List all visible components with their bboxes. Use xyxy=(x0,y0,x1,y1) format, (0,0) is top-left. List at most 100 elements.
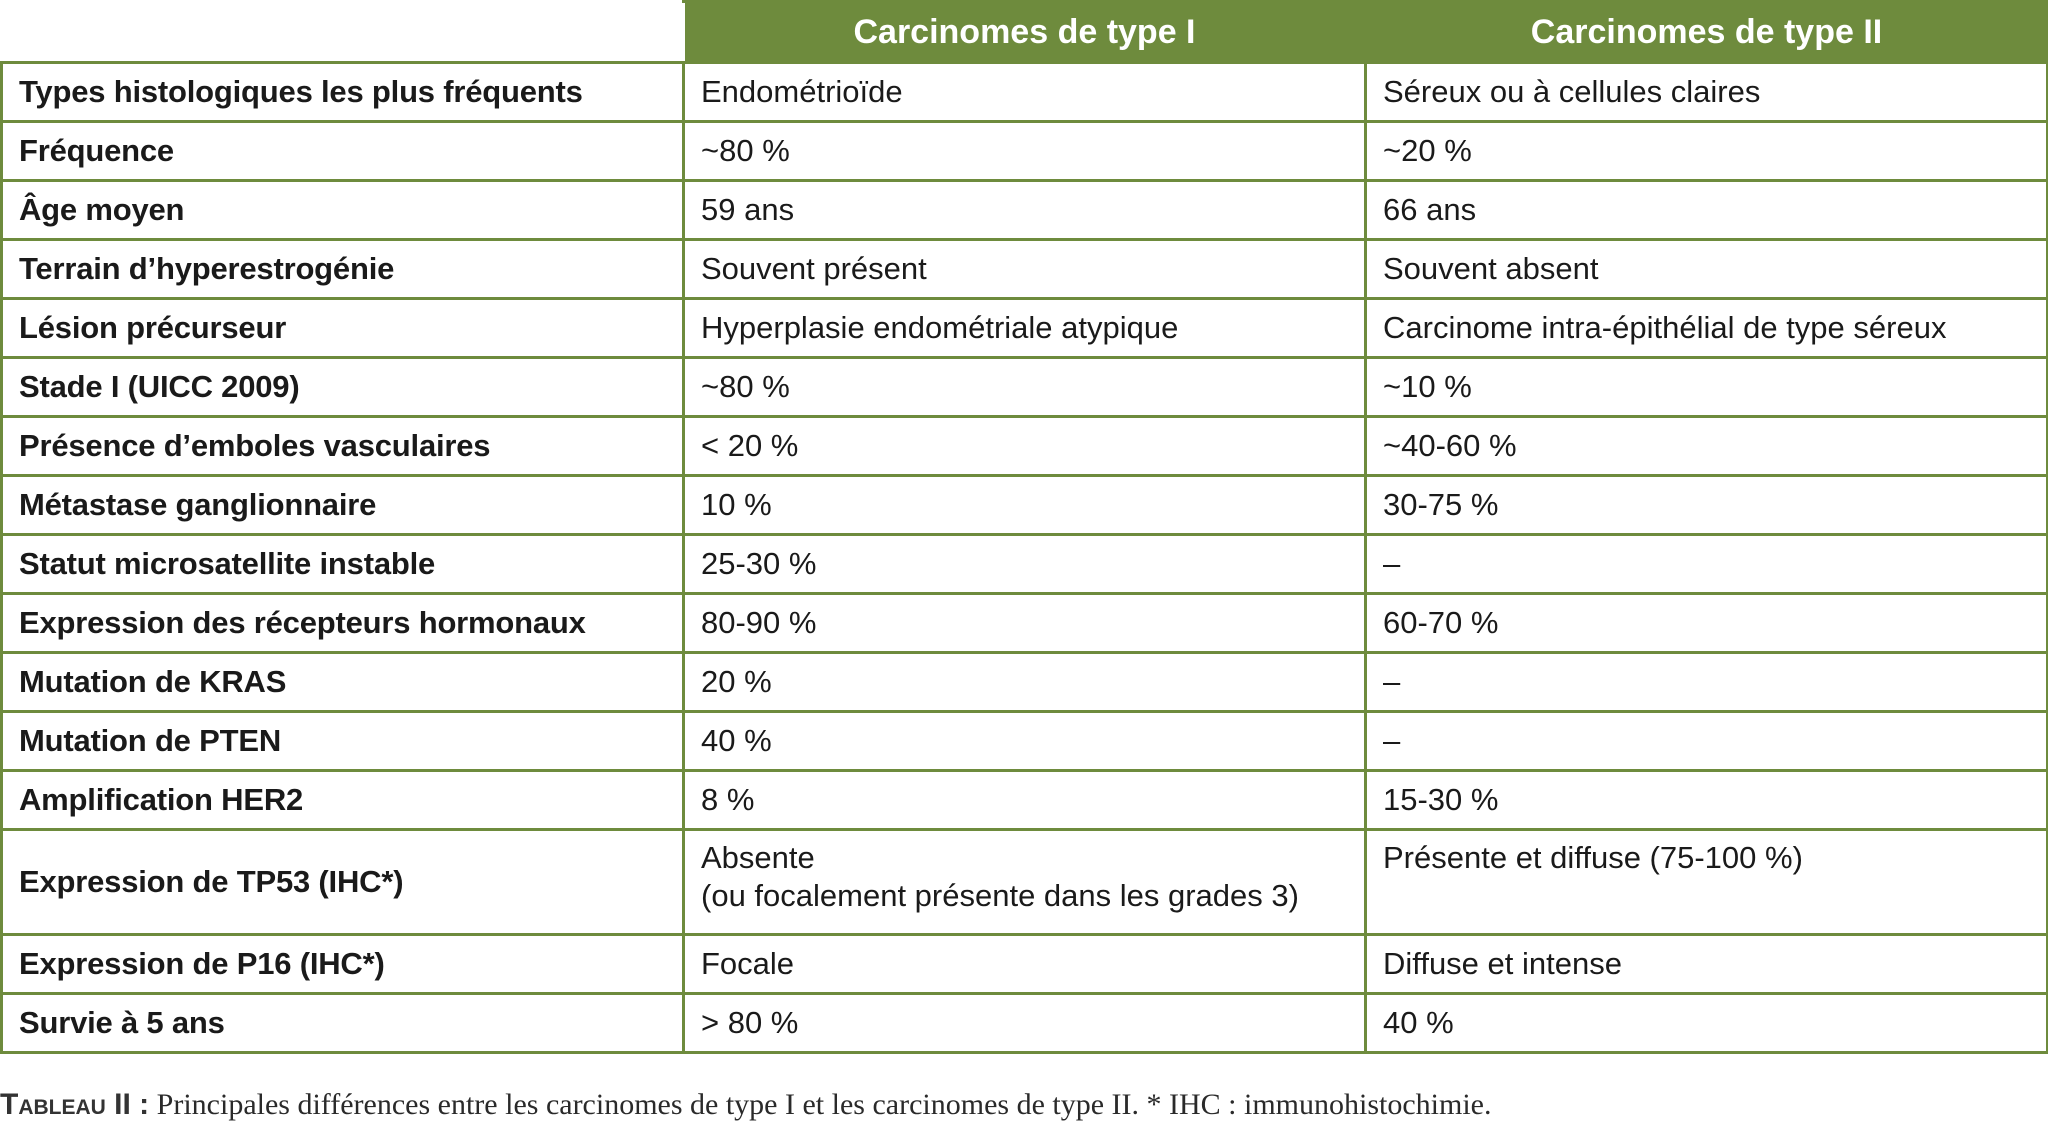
cell-text: Séreux ou à cellules claires xyxy=(1383,74,1761,109)
table-row: Amplification HER2 8 % 15-30 % xyxy=(0,769,2048,831)
row-label: Âge moyen xyxy=(0,179,685,241)
header-type-2: Carcinomes de type II xyxy=(1364,0,2048,64)
cell-text: Absente xyxy=(701,840,815,875)
cell-text: Présence d’emboles vasculaires xyxy=(19,428,491,463)
cell-text: < 20 % xyxy=(701,428,799,463)
cell-text: 40 % xyxy=(1383,1005,1454,1040)
cell-text: Types histologiques les plus fréquents xyxy=(19,74,583,109)
cell-type-2: 60-70 % xyxy=(1364,592,2048,654)
cell-text: Carcinome intra-épithélial de type séreu… xyxy=(1383,310,1947,345)
cell-text: Souvent absent xyxy=(1383,251,1599,286)
row-label: Stade I (UICC 2009) xyxy=(0,356,685,418)
row-label: Expression de TP53 (IHC*) xyxy=(0,828,685,936)
table-row: Expression de TP53 (IHC*) Absente (ou foca… xyxy=(0,828,2048,936)
cell-text: Endométrioïde xyxy=(701,74,903,109)
row-label: Amplification HER2 xyxy=(0,769,685,831)
row-label: Expression de P16 (IHC*) xyxy=(0,933,685,995)
row-label: Expression des récepteurs hormonaux xyxy=(0,592,685,654)
table-row: Expression des récepteurs hormonaux 80-90… xyxy=(0,592,2048,654)
cell-text: – xyxy=(1383,546,1401,581)
caption-label: Tableau II : xyxy=(0,1088,150,1121)
cell-text: Mutation de PTEN xyxy=(19,723,282,758)
cell-text: Statut microsatellite instable xyxy=(19,546,436,581)
cell-type-1: 8 % xyxy=(682,769,1367,831)
cell-text: Hyperplasie endométriale atypique xyxy=(701,310,1179,345)
cell-text: ~80 % xyxy=(701,369,790,404)
cell-type-2: ~40-60 % xyxy=(1364,415,2048,477)
table-row: Stade I (UICC 2009) ~80 % ~10 % xyxy=(0,356,2048,418)
cell-text: 25-30 % xyxy=(701,546,817,581)
cell-type-2: 30-75 % xyxy=(1364,474,2048,536)
table-header-row: Carcinomes de type I Carcinomes de type … xyxy=(1,0,2048,64)
row-label: Fréquence xyxy=(0,120,685,182)
cell-type-1: Focale xyxy=(682,933,1367,995)
header-empty-cell xyxy=(1,1,684,64)
table-caption: Tableau II : Principales différences ent… xyxy=(0,1088,1492,1122)
cell-type-2: ~10 % xyxy=(1364,356,2048,418)
row-label: Mutation de KRAS xyxy=(0,651,685,713)
cell-text: 66 ans xyxy=(1383,192,1477,227)
cell-type-1: 10 % xyxy=(682,474,1367,536)
cell-text: 60-70 % xyxy=(1383,605,1499,640)
cell-text: Diffuse et intense xyxy=(1383,946,1622,981)
cell-text: Survie à 5 ans xyxy=(19,1005,225,1040)
row-label: Mutation de PTEN xyxy=(0,710,685,772)
table-row: Présence d’emboles vasculaires < 20 % ~40-… xyxy=(0,415,2048,477)
cell-type-1: Absente (ou focalement présente dans les … xyxy=(682,828,1367,936)
row-label: Présence d’emboles vasculaires xyxy=(0,415,685,477)
row-label: Statut microsatellite instable xyxy=(0,533,685,595)
cell-text: Expression de P16 (IHC*) xyxy=(19,946,385,981)
cell-text: Souvent présent xyxy=(701,251,927,286)
cell-type-2: Séreux ou à cellules claires xyxy=(1364,61,2048,123)
cell-text: ~10 % xyxy=(1383,369,1472,404)
cell-text: Lésion précurseur xyxy=(19,310,287,345)
table-row: Expression de P16 (IHC*) Focale Diffuse et… xyxy=(0,933,2048,995)
cell-type-2: Diffuse et intense xyxy=(1364,933,2048,995)
cell-text: Terrain d’hyperestrogénie xyxy=(19,251,395,286)
table-row: Survie à 5 ans > 80 % 40 % xyxy=(0,992,2048,1054)
cell-text: Stade I (UICC 2009) xyxy=(19,369,300,404)
cell-text: Expression de TP53 (IHC*) xyxy=(19,864,404,899)
cell-text: 8 % xyxy=(701,782,755,817)
cell-type-1: Souvent présent xyxy=(682,238,1367,300)
cell-text: 20 % xyxy=(701,664,772,699)
cell-type-2: 66 ans xyxy=(1364,179,2048,241)
cell-text: 10 % xyxy=(701,487,772,522)
cell-text: 59 ans xyxy=(701,192,795,227)
cell-text: 15-30 % xyxy=(1383,782,1499,817)
cell-type-2: Carcinome intra-épithélial de type séreu… xyxy=(1364,297,2048,359)
cell-text: (ou focalement présente dans les grades … xyxy=(701,878,1299,913)
row-label: Terrain d’hyperestrogénie xyxy=(0,238,685,300)
row-label: Survie à 5 ans xyxy=(0,992,685,1054)
caption-text: Principales différences entre les carcin… xyxy=(149,1088,1492,1121)
table-row: Âge moyen 59 ans 66 ans xyxy=(0,179,2048,241)
table-row: Mutation de KRAS 20 % – xyxy=(0,651,2048,713)
cell-text: ~20 % xyxy=(1383,133,1472,168)
cell-type-2: Présente et diffuse (75-100 %) xyxy=(1364,828,2048,936)
cell-text: Focale xyxy=(701,946,795,981)
cell-text: 80-90 % xyxy=(701,605,817,640)
cell-type-1: ~80 % xyxy=(682,356,1367,418)
cell-text: 40 % xyxy=(701,723,772,758)
cell-type-1: 25-30 % xyxy=(682,533,1367,595)
cell-type-1: > 80 % xyxy=(682,992,1367,1054)
cell-type-2: – xyxy=(1364,533,2048,595)
cell-type-1: ~80 % xyxy=(682,120,1367,182)
cell-type-1: 40 % xyxy=(682,710,1367,772)
cell-type-1: Hyperplasie endométriale atypique xyxy=(682,297,1367,359)
cell-text: Âge moyen xyxy=(19,192,185,227)
cell-text: – xyxy=(1383,723,1401,758)
row-label: Métastase ganglionnaire xyxy=(0,474,685,536)
cell-type-1: 80-90 % xyxy=(682,592,1367,654)
row-label: Lésion précurseur xyxy=(0,297,685,359)
table-row: Fréquence ~80 % ~20 % xyxy=(0,120,2048,182)
cell-type-2: 15-30 % xyxy=(1364,769,2048,831)
cell-text: Mutation de KRAS xyxy=(19,664,287,699)
cell-type-2: 40 % xyxy=(1364,992,2048,1054)
cell-text: 30-75 % xyxy=(1383,487,1499,522)
cell-type-2: – xyxy=(1364,651,2048,713)
cell-type-1: Endométrioïde xyxy=(682,61,1367,123)
header-type-1: Carcinomes de type I xyxy=(682,0,1367,64)
cell-text: – xyxy=(1383,664,1401,699)
cell-type-1: 59 ans xyxy=(682,179,1367,241)
